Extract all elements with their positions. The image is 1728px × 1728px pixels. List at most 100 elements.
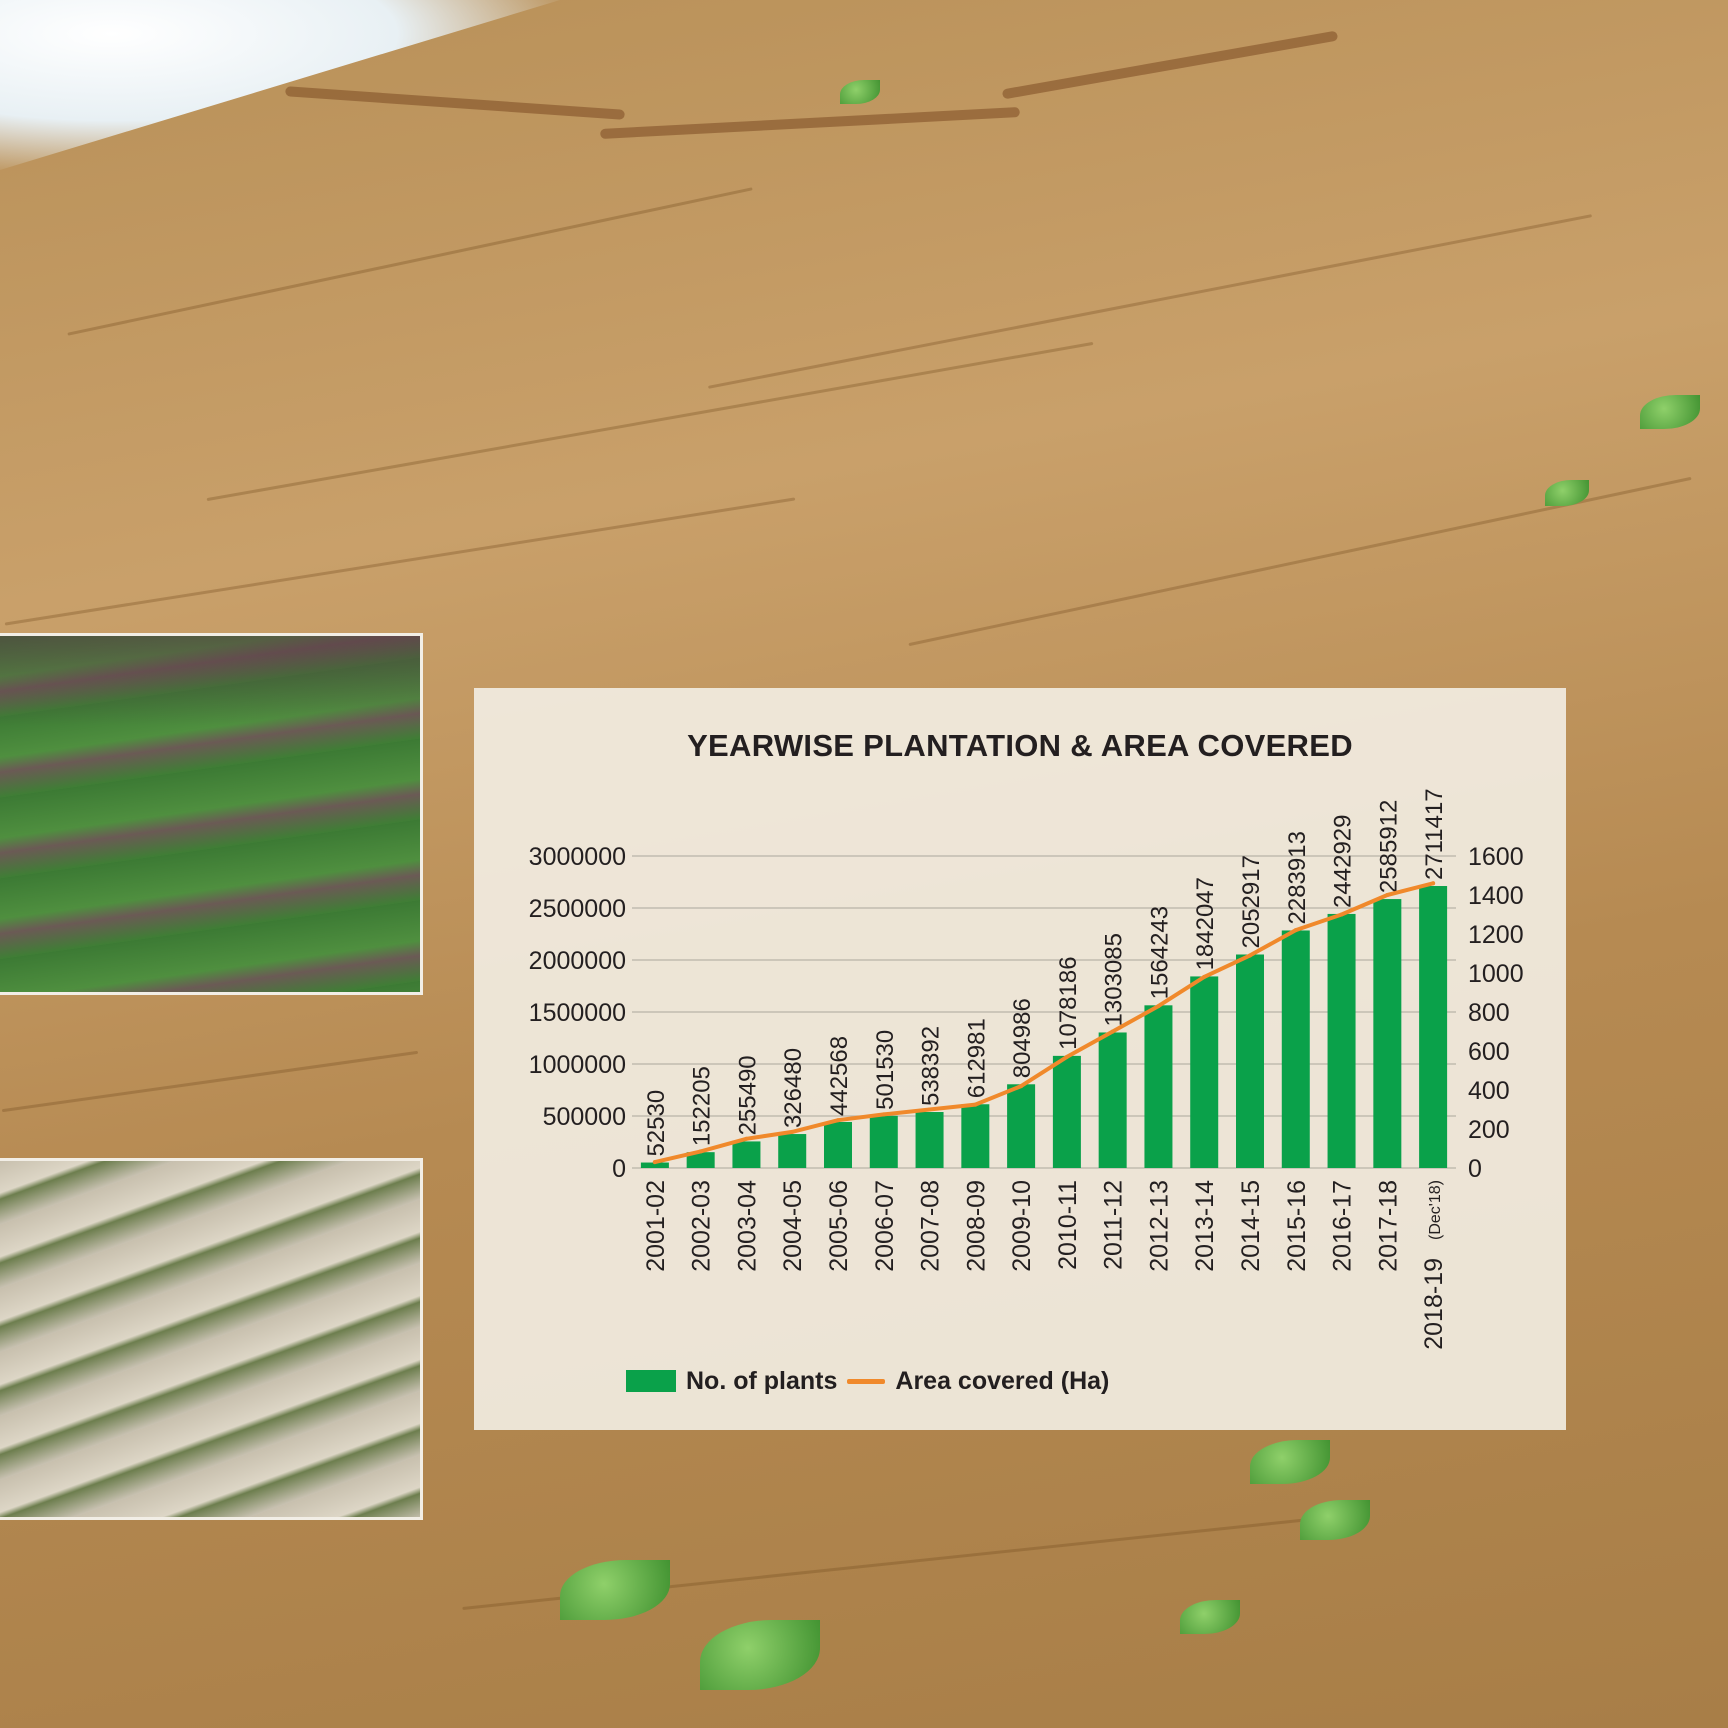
area-covered-point xyxy=(652,1160,657,1165)
x-category-label: 2005-06 xyxy=(825,1180,853,1272)
bar-value-label: 1564243 xyxy=(1146,906,1173,999)
bar xyxy=(915,1112,944,1168)
legend-swatch-bar xyxy=(626,1370,676,1392)
x-category-label: 2002-03 xyxy=(688,1180,716,1272)
area-covered-point xyxy=(927,1107,932,1112)
x-category-label: 2012-13 xyxy=(1145,1180,1173,1272)
area-covered-point xyxy=(973,1102,978,1107)
slope-texture xyxy=(67,187,753,336)
x-category-label: 2011-12 xyxy=(1100,1180,1128,1270)
slope-texture xyxy=(1,1050,419,1113)
x-category-label: 2010-11 xyxy=(1054,1180,1082,1270)
area-covered-point xyxy=(1110,1029,1115,1034)
bar-value-label: 2442929 xyxy=(1330,814,1357,907)
bar xyxy=(778,1134,807,1168)
slope-crack xyxy=(600,107,1020,139)
y-left-tick-label: 500000 xyxy=(543,1103,626,1131)
bar-value-label: 326480 xyxy=(780,1048,807,1128)
area-covered-point xyxy=(1156,1004,1161,1009)
bar xyxy=(961,1104,990,1168)
x-category-label: 2009-10 xyxy=(1008,1180,1036,1272)
bar xyxy=(1098,1032,1127,1168)
seedling-leaf xyxy=(840,80,880,104)
x-category-label: 2015-16 xyxy=(1283,1180,1311,1272)
seedling-leaf xyxy=(560,1560,670,1620)
x-category-label: 2017-18 xyxy=(1374,1180,1402,1272)
bar-value-label: 501530 xyxy=(872,1030,899,1110)
y-right-tick-label: 400 xyxy=(1468,1077,1510,1105)
bar-value-label: 2711417 xyxy=(1421,788,1448,880)
chart-legend: No. of plants Area covered (Ha) xyxy=(626,1364,1109,1398)
y-right-tick-label: 0 xyxy=(1468,1155,1482,1183)
y-left-tick-label: 1500000 xyxy=(529,999,626,1027)
legend-label-plants: No. of plants xyxy=(686,1366,838,1395)
bar xyxy=(640,1162,669,1168)
area-covered-point xyxy=(744,1136,749,1141)
bar-value-label: 255490 xyxy=(734,1055,761,1135)
y-left-tick-label: 3000000 xyxy=(529,843,626,871)
combo-chart: 52530 152205 255490 326480 442568 501530 53839… xyxy=(529,788,1524,1350)
y-right-tick-label: 1400 xyxy=(1468,882,1524,910)
y-right-tick-label: 200 xyxy=(1468,1116,1510,1144)
y-right-tick-label: 1600 xyxy=(1468,843,1524,871)
x-category-label: 2018-19 xyxy=(1420,1258,1448,1350)
x-category-label: 2008-09 xyxy=(962,1180,990,1272)
bar xyxy=(1419,886,1448,1168)
y-left-tick-label: 2500000 xyxy=(529,895,626,923)
slope-texture xyxy=(707,214,1593,389)
bar-value-label: 52530 xyxy=(643,1090,670,1157)
x-category-label: 2004-05 xyxy=(779,1180,807,1272)
bar-value-label: 2052917 xyxy=(1238,855,1265,948)
bar-value-label: 442568 xyxy=(826,1036,853,1116)
x-category-label: 2001-02 xyxy=(642,1180,670,1272)
slope-texture xyxy=(206,341,1094,502)
y-right-tick-label: 1200 xyxy=(1468,921,1524,949)
area-covered-point xyxy=(1293,928,1298,933)
x-category-label: 2016-17 xyxy=(1329,1180,1357,1272)
bar xyxy=(869,1115,898,1168)
bar-value-label: 1842047 xyxy=(1192,877,1219,970)
slope-texture xyxy=(4,497,796,626)
bar xyxy=(1281,930,1310,1168)
bar xyxy=(1007,1084,1036,1168)
sky-background xyxy=(0,0,560,170)
area-covered-point xyxy=(790,1129,795,1134)
area-covered-point xyxy=(836,1118,840,1123)
y-left-tick-label: 0 xyxy=(612,1155,626,1183)
bar xyxy=(824,1121,852,1168)
seedling-leaf xyxy=(1640,395,1700,429)
slope-crack xyxy=(285,86,625,120)
area-covered-point xyxy=(1248,953,1252,958)
area-covered-point xyxy=(1019,1084,1024,1089)
x-category-label: 2006-07 xyxy=(871,1180,899,1272)
slope-crack xyxy=(1001,30,1339,100)
chart-title: YEARWISE PLANTATION & AREA COVERED xyxy=(687,728,1353,763)
bar-value-label: 538392 xyxy=(918,1026,945,1106)
bar xyxy=(732,1141,761,1168)
bar xyxy=(1144,1005,1173,1168)
area-covered-point xyxy=(881,1112,886,1117)
bar-value-label: 152205 xyxy=(689,1066,716,1146)
seedling-leaf xyxy=(700,1620,820,1690)
x-category-label: 2013-14 xyxy=(1191,1180,1219,1272)
bar xyxy=(1373,899,1402,1168)
y-left-tick-label: 2000000 xyxy=(529,947,626,975)
area-covered-point xyxy=(698,1149,703,1154)
bar xyxy=(1190,976,1219,1168)
x-category-label: 2003-04 xyxy=(733,1180,761,1272)
x-category-label: 2007-08 xyxy=(917,1180,945,1272)
legend-item-area: Area covered (Ha) xyxy=(847,1367,1109,1396)
terraced-slope-photo xyxy=(0,633,423,995)
bar xyxy=(1327,913,1356,1168)
x-category-label: 2014-15 xyxy=(1237,1180,1265,1272)
x-category-note: (Dec'18) xyxy=(1427,1180,1444,1240)
y-left-tick-label: 1000000 xyxy=(529,1051,626,1079)
area-covered-point xyxy=(1339,912,1344,917)
seedling-leaf xyxy=(1250,1440,1330,1484)
bar-value-label: 2283913 xyxy=(1284,831,1311,924)
seedling-leaf xyxy=(1300,1500,1370,1540)
bar-value-label: 1303085 xyxy=(1101,933,1128,1026)
area-covered-point xyxy=(1385,893,1390,897)
area-covered-point xyxy=(1431,881,1436,886)
area-covered-point xyxy=(1202,974,1207,979)
